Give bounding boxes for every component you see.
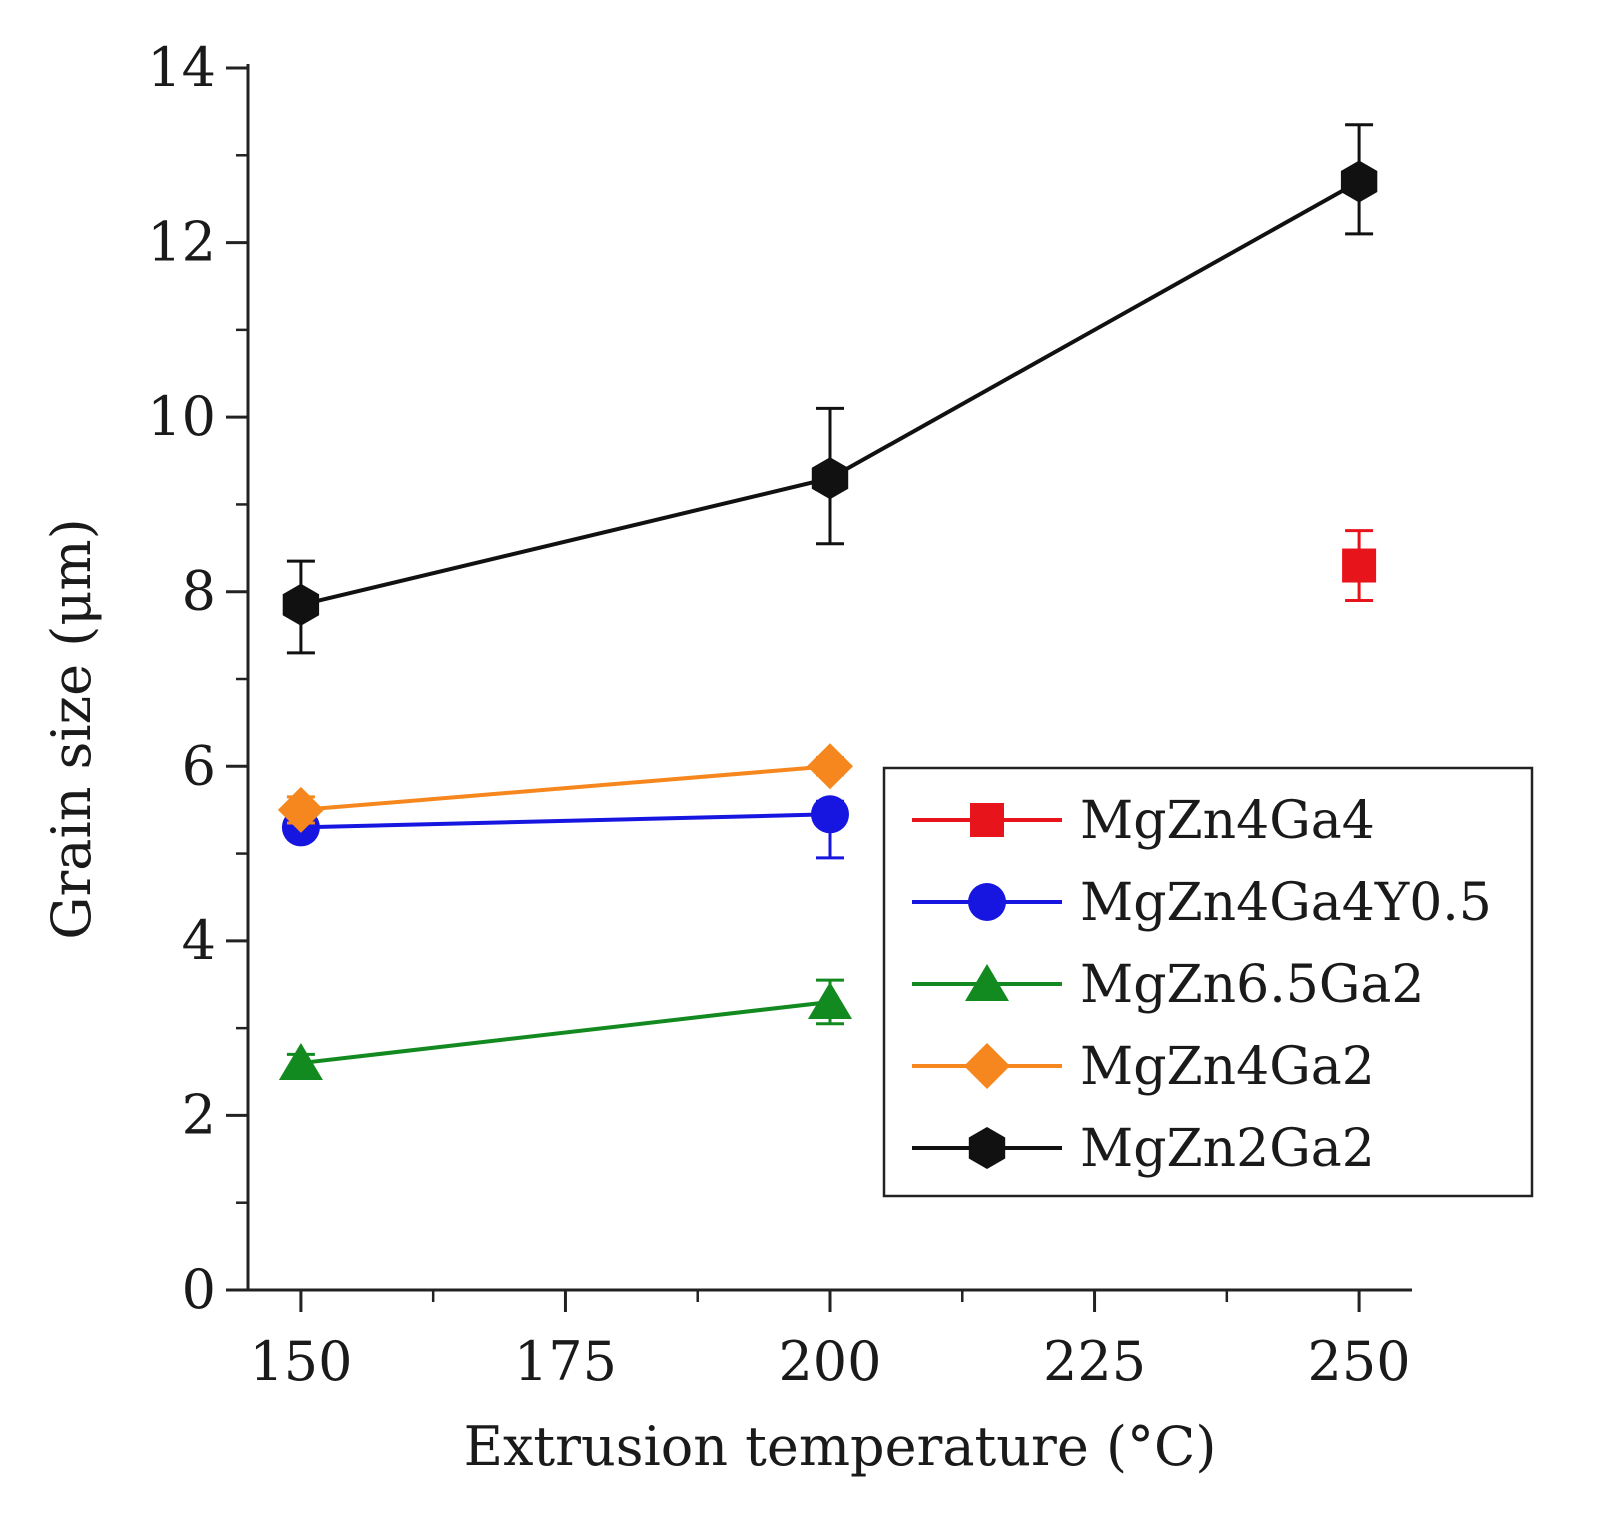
legend-marker <box>968 883 1006 921</box>
y-tick-label: 8 <box>182 560 216 623</box>
series-line <box>300 999 831 1066</box>
data-point <box>808 981 852 1019</box>
y-tick-label: 0 <box>182 1258 216 1321</box>
legend-label: MgZn2Ga2 <box>1080 1119 1375 1179</box>
x-axis-title: Extrusion temperature (°C) <box>464 1415 1217 1478</box>
legend-label: MgZn4Ga4 <box>1080 791 1375 851</box>
x-tick-label: 150 <box>249 1330 352 1393</box>
legend-marker <box>968 1127 1006 1169</box>
legend-item-MgZn2Ga2: MgZn2Ga2 <box>912 1119 1375 1179</box>
legend: MgZn4Ga4 MgZn4Ga4Y0.5 MgZn6.5Ga2 MgZn4Ga2 Mg… <box>882 766 1534 1198</box>
series-MgZn4Ga4 <box>1342 529 1377 602</box>
series-MgZn2Ga2 <box>282 123 1378 655</box>
data-point <box>277 786 324 833</box>
data-point <box>811 795 849 834</box>
legend-item-MgZn4Ga2: MgZn4Ga2 <box>912 1037 1375 1097</box>
data-point <box>1340 160 1378 203</box>
legend-item-MgZn4Ga4Y0.5: MgZn4Ga4Y0.5 <box>912 873 1492 933</box>
y-tick-label: 10 <box>147 385 216 448</box>
series-layer <box>277 123 1378 1081</box>
legend-item-MgZn4Ga4: MgZn4Ga4 <box>912 791 1375 851</box>
x-tick-label: 200 <box>778 1330 881 1393</box>
x-tick-label: 225 <box>1043 1330 1146 1393</box>
plot-area: 0 2 4 6 8 10 12 14 150 175 200 225 250 <box>147 36 1412 1393</box>
series-line <box>300 764 831 812</box>
legend-marker <box>964 1043 1010 1089</box>
y-tick-label: 6 <box>182 734 216 797</box>
legend-marker <box>970 803 1004 837</box>
series-MgZn4Ga2 <box>277 743 853 833</box>
x-tick-label: 175 <box>514 1330 617 1393</box>
data-point <box>807 743 853 790</box>
y-axis-ticks: 0 2 4 6 8 10 12 14 <box>147 36 248 1321</box>
legend-label: MgZn4Ga2 <box>1080 1037 1375 1097</box>
series-line <box>300 812 831 830</box>
series-MgZn6.5Ga2 <box>278 978 852 1081</box>
y-tick-label: 12 <box>147 211 216 274</box>
x-tick-label: 250 <box>1308 1330 1411 1393</box>
legend-label: MgZn6.5Ga2 <box>1080 955 1424 1015</box>
data-point <box>811 457 849 500</box>
legend-label: MgZn4Ga4Y0.5 <box>1080 873 1492 933</box>
legend-item-MgZn6.5Ga2: MgZn6.5Ga2 <box>912 955 1424 1015</box>
legend-marker <box>965 964 1009 1001</box>
data-point <box>278 1043 323 1081</box>
data-point <box>282 583 320 626</box>
y-tick-label: 14 <box>147 36 216 99</box>
y-axis-title: Grain size (μm) <box>40 518 103 939</box>
y-tick-label: 4 <box>182 909 216 972</box>
x-axis-ticks: 150 175 200 225 250 <box>249 1290 1411 1393</box>
data-point <box>1342 548 1377 583</box>
y-tick-label: 2 <box>182 1083 216 1146</box>
legend-items: MgZn4Ga4 MgZn4Ga4Y0.5 MgZn6.5Ga2 MgZn4Ga2 Mg… <box>912 791 1492 1179</box>
